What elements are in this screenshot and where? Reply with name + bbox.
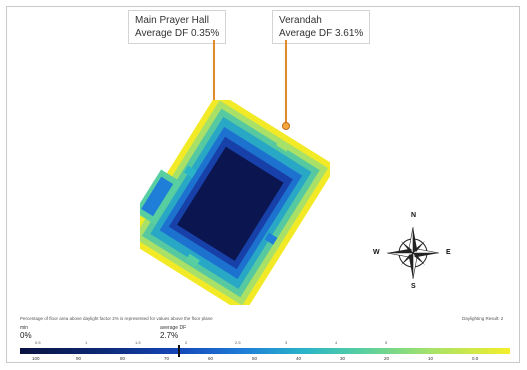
veranda-callout: Verandah Average DF 3.61% [272, 10, 371, 44]
compass-north-point [413, 227, 417, 253]
compass-label-e: E [446, 249, 451, 256]
plan-edge-cell [185, 253, 200, 267]
result-caption: Daylighting Result: 2 [462, 316, 504, 321]
legend-caption: Percentage of floor area above daylight … [20, 316, 213, 321]
legend-top-tick: 2.5 [235, 340, 241, 345]
compass-ne-point [414, 241, 425, 252]
legend-bottom-tick: 100 [32, 356, 40, 361]
legend-top-tick: 3 [285, 340, 288, 345]
veranda-name: Verandah [279, 15, 322, 26]
legend-bottom-tick: 30 [340, 356, 346, 361]
average-value: 2.7% [160, 331, 179, 340]
legend-bottom-tick: 60 [208, 356, 214, 361]
main-prayer-hall-name: Main Prayer Hall [135, 15, 209, 26]
min-label: min [20, 325, 29, 331]
legend-top-tick: 1.5 [135, 340, 141, 345]
main-prayer-hall-df: Average DF 0.35% [135, 28, 220, 39]
compass-nw-point [401, 241, 412, 252]
legend-top-tick: 4 [335, 340, 338, 345]
compass-se-point [414, 254, 425, 265]
compass-sw-point [401, 254, 412, 265]
compass-west-point [387, 249, 413, 253]
compass-label-n: N [411, 212, 417, 219]
plan-edge-cell [276, 140, 290, 152]
daylight-factor-color-bar [20, 348, 510, 354]
min-value: 0% [20, 331, 32, 340]
legend-bottom-tick: 0.0 [472, 356, 479, 361]
veranda-leader-dot [282, 122, 290, 130]
legend-bottom-tick: 90 [76, 356, 82, 361]
compass-south-point [409, 253, 413, 279]
legend-top-tick: 0.5 [35, 340, 41, 345]
veranda-leader-line [285, 40, 287, 126]
average-marker [178, 345, 180, 357]
compass-label-s: S [411, 283, 416, 290]
plan-edge-cell [183, 165, 197, 178]
legend-top-tick: 5 [385, 340, 388, 345]
compass-east-point [413, 253, 439, 257]
legend-top-tick: 1 [85, 340, 88, 345]
main-prayer-hall-callout: Main Prayer Hall Average DF 0.35% [128, 10, 227, 44]
legend-bottom-tick: 50 [252, 356, 258, 361]
legend-bottom-tick: 70 [164, 356, 170, 361]
legend-bottom-tick: 80 [120, 356, 126, 361]
compass-label-w: W [373, 249, 380, 256]
plan-edge-cell [264, 232, 278, 245]
veranda-df: Average DF 3.61% [279, 28, 364, 39]
legend-top-tick: 2 [185, 340, 188, 345]
compass-rose-icon [386, 226, 440, 280]
plan-porch-left-inner [141, 176, 174, 217]
legend-bottom-tick: 10 [428, 356, 434, 361]
average-label: average DF [160, 325, 187, 331]
legend-bottom-tick: 20 [384, 356, 390, 361]
daylight-floor-plan [140, 100, 330, 305]
plan-zone-navy [177, 146, 284, 261]
legend-bottom-tick: 40 [296, 356, 302, 361]
